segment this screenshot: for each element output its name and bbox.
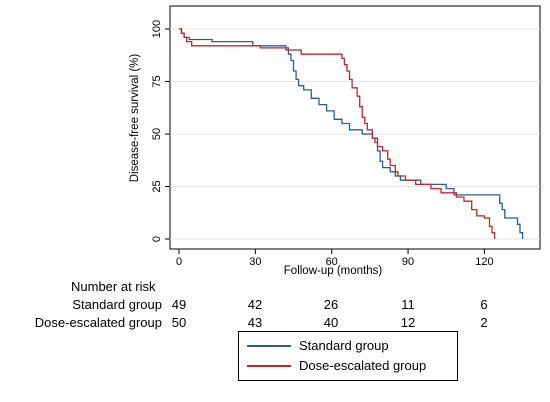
plot-area	[169, 5, 541, 250]
risk-value: 6	[480, 297, 488, 312]
risk-row-label-standard: Standard group	[72, 297, 162, 312]
legend-label-dose-escalated: Dose-escalated group	[299, 358, 427, 373]
x-tick-label: 30	[249, 256, 261, 268]
series-dose-escalated-curve	[179, 28, 496, 239]
y-tick-label: 75	[151, 75, 163, 87]
legend-swatch-dose-escalated	[247, 365, 291, 367]
x-tick-label: 60	[326, 256, 338, 268]
legend-label-standard: Standard group	[299, 338, 389, 353]
risk-value: 11	[401, 297, 415, 312]
risk-value: 2	[480, 315, 488, 330]
risk-table-title: Number at risk	[71, 279, 156, 294]
legend: Standard group Dose-escalated group	[238, 331, 458, 381]
risk-value: 12	[400, 315, 416, 330]
y-axis-label: Disease-free survival (%)	[129, 54, 141, 183]
y-tick-label: 25	[151, 180, 163, 192]
risk-value: 26	[323, 297, 339, 312]
x-tick-label: 90	[402, 256, 414, 268]
gridlines	[170, 28, 540, 240]
risk-value: 42	[247, 297, 263, 312]
risk-value: 40	[323, 315, 339, 330]
y-tick-label: 0	[151, 236, 163, 242]
x-axis-label: Follow-up (months)	[284, 265, 383, 277]
x-tick-label: 0	[176, 256, 182, 268]
risk-value: 49	[171, 297, 187, 312]
risk-row-label-dose-escalated: Dose-escalated group	[34, 315, 162, 330]
survival-curves	[179, 28, 524, 239]
y-tick-label: 100	[151, 20, 163, 38]
x-tick-label: 120	[475, 256, 493, 268]
axes: 0 25 50 75 100 0 30 60 90 120	[151, 20, 494, 268]
risk-value: 50	[171, 315, 187, 330]
y-tick-label: 50	[151, 128, 163, 140]
risk-value: 43	[247, 315, 263, 330]
series-standard-curve	[179, 28, 524, 239]
legend-swatch-standard	[247, 345, 291, 347]
